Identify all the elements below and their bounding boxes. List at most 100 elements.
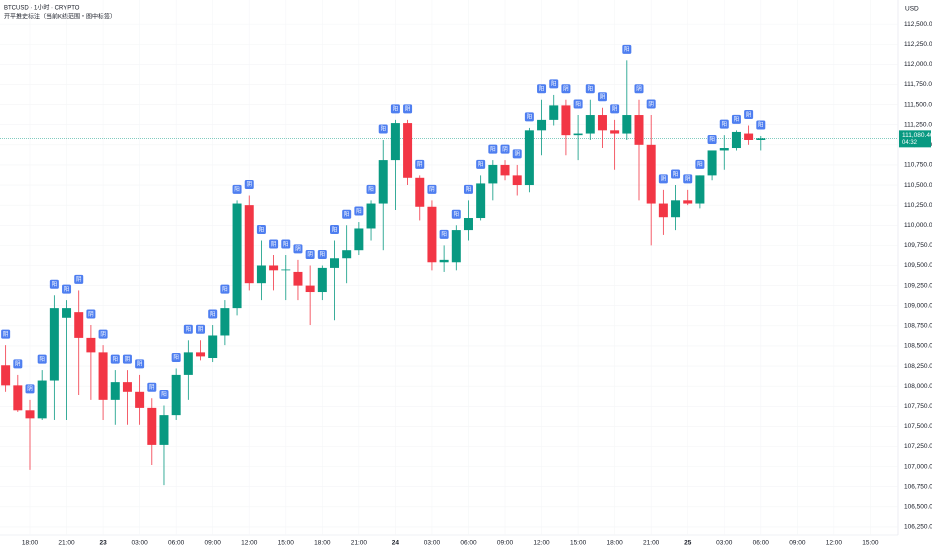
chart-subtitle: 开平推史标注（当前K线范围・图中标签）: [4, 13, 116, 21]
candle-label: 阳: [709, 135, 715, 143]
candle-label: 阳: [758, 121, 764, 129]
label-box: [135, 359, 145, 369]
candle-body: [537, 119, 547, 131]
label-box: [744, 110, 754, 120]
candle-label: 阳: [527, 113, 533, 121]
candle-label: 阳: [454, 210, 460, 218]
y-tick-label: 108,750.00: [904, 323, 932, 330]
candle-body: [110, 382, 120, 400]
label-box: [537, 84, 547, 94]
label-box: [281, 239, 291, 249]
x-tick-label: 12:00: [826, 540, 843, 547]
candle-body: [488, 164, 498, 184]
candle-body: [378, 160, 388, 204]
candle-body: [585, 115, 595, 134]
y-tick-label: 109,250.00: [904, 282, 932, 289]
y-tick-label: 111,500.00: [904, 101, 932, 108]
x-tick-label: 23: [99, 540, 107, 547]
candle-body: [74, 312, 84, 338]
label-box: [98, 329, 108, 339]
candle-label: 阴: [15, 360, 21, 368]
label-box: [196, 324, 206, 334]
candle-body: [208, 335, 218, 359]
label-box: [707, 134, 717, 144]
candle-label: 阴: [417, 160, 423, 168]
candle-body: [317, 267, 327, 293]
candle-body: [366, 203, 376, 229]
x-tick-label: 06:00: [460, 540, 477, 547]
label-box: [585, 84, 595, 94]
label-box: [293, 244, 303, 254]
candle-label: 阳: [259, 225, 265, 233]
label-box: [1, 329, 11, 339]
candle-label: 阴: [27, 385, 33, 393]
candle-body: [49, 308, 59, 381]
x-tick-label: 21:00: [58, 540, 75, 547]
y-tick-label: 107,250.00: [904, 443, 932, 450]
x-tick-label: 06:00: [168, 540, 185, 547]
candle-body: [13, 385, 23, 411]
candle-body: [183, 352, 193, 375]
candle-label: 阴: [307, 250, 313, 258]
candle-label: 阳: [234, 185, 240, 193]
label-box: [244, 179, 254, 189]
x-tick-label: 03:00: [131, 540, 148, 547]
candle-label: 阳: [722, 120, 728, 128]
candle-body: [330, 258, 339, 268]
label-box: [573, 99, 583, 109]
label-box: [256, 225, 266, 235]
candle-label: 阴: [746, 110, 752, 118]
label-box: [488, 144, 498, 154]
candle-label: 阳: [380, 125, 386, 133]
candle-body: [549, 105, 559, 120]
y-tick-label: 110,750.00: [904, 162, 932, 169]
x-tick-label: 12:00: [241, 540, 258, 547]
y-tick-label: 111,750.00: [904, 81, 932, 88]
label-box: [597, 92, 607, 102]
candle-label: 阴: [636, 85, 642, 93]
candle-label: 阴: [246, 180, 252, 188]
candle-body: [147, 407, 157, 445]
candle-body: [232, 203, 242, 309]
candle-label: 阴: [685, 175, 691, 183]
label-box: [500, 144, 510, 154]
candle-body: [135, 391, 145, 408]
candle-body: [671, 200, 681, 218]
candle-label: 阳: [588, 85, 594, 93]
candle-body: [731, 131, 741, 149]
candle-label: 阳: [441, 230, 447, 238]
label-box: [549, 79, 559, 89]
candle-body: [707, 150, 717, 176]
candle-body: [463, 218, 473, 231]
candle-body: [342, 250, 352, 259]
y-tick-label: 112,500.00: [904, 21, 932, 28]
label-box: [451, 209, 461, 219]
x-tick-label: 09:00: [205, 540, 222, 547]
price-tag-label: 111,080.46: [902, 132, 932, 139]
y-tick-label: 109,750.00: [904, 242, 932, 249]
label-box: [208, 309, 218, 319]
label-box: [159, 389, 169, 399]
label-box: [671, 169, 681, 179]
candle-label: 阴: [563, 85, 569, 93]
candle-body: [756, 138, 766, 140]
label-box: [305, 249, 315, 259]
x-tick-label: 15:00: [862, 540, 879, 547]
label-box: [122, 354, 132, 364]
label-box: [220, 284, 230, 294]
candle-label: 阴: [502, 145, 508, 153]
x-tick-label: 15:00: [570, 540, 587, 547]
y-tick-label: 106,250.00: [904, 524, 932, 531]
x-tick-label: 06:00: [753, 540, 770, 547]
candle-body: [244, 205, 254, 284]
x-tick-label: 21:00: [351, 540, 368, 547]
y-tick-label: 107,750.00: [904, 403, 932, 410]
label-box: [524, 112, 534, 122]
y-tick-label: 108,000.00: [904, 383, 932, 390]
x-tick-label: 12:00: [533, 540, 550, 547]
candle-body: [196, 352, 206, 357]
label-box: [561, 84, 571, 94]
countdown: 04:32: [902, 140, 918, 146]
candle-body: [634, 115, 644, 145]
candle-label: 阳: [466, 185, 472, 193]
